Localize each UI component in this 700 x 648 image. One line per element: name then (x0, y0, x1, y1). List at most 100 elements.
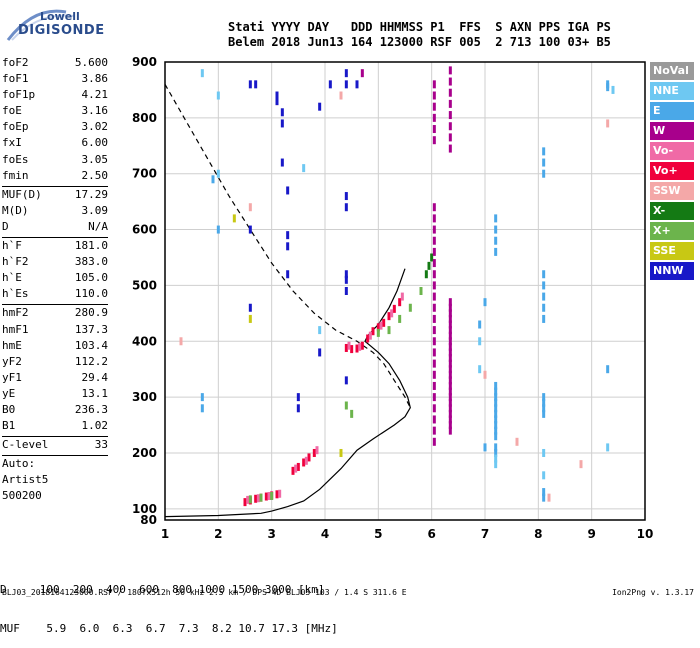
param-value: 110.0 (74, 287, 108, 301)
echo-point (432, 437, 436, 446)
legend-item: X- (650, 202, 694, 220)
echo-point (432, 426, 436, 435)
echo-point (248, 225, 252, 234)
param-label: yE (2, 386, 16, 400)
echo-point (494, 448, 498, 457)
param-group-4: hmF2 280.9 hmF1 137.3 hmE 103.4 yF2 112.2 yF… (2, 306, 108, 435)
echo-point (344, 287, 348, 295)
echo-point (483, 298, 487, 307)
param-value: N/A (88, 219, 108, 233)
echo-point (347, 341, 351, 350)
y-tick-label: 300 (132, 390, 157, 404)
digisonde-arc-icon (6, 9, 75, 41)
echo-point (542, 303, 546, 312)
legend-item: NNW (650, 262, 694, 280)
echo-point (542, 398, 546, 407)
echo-point (432, 359, 436, 368)
echo-point (448, 320, 452, 329)
echo-point (291, 466, 295, 475)
legend-item: NNE (650, 82, 694, 100)
echo-point (547, 493, 551, 502)
echo-point (448, 77, 452, 86)
echo-point (248, 80, 252, 89)
param-row: foEs 3.05 (2, 153, 108, 169)
echo-point (296, 393, 300, 402)
param-value: 181.0 (74, 239, 108, 253)
y-tick-label: 400 (132, 334, 157, 348)
param-value: 3.86 (81, 72, 109, 86)
x-tick-label: 1 (161, 527, 169, 541)
param-label: C-level (2, 438, 49, 452)
param-row: M(D) 3.09 (2, 204, 108, 220)
param-divider (2, 237, 108, 239)
echo-point (542, 314, 546, 323)
param-label: foEs (2, 152, 29, 166)
param-value: 3.05 (81, 152, 109, 166)
param-value: 236.3 (74, 402, 108, 416)
echo-point (606, 83, 610, 92)
header-values: Belem 2018 Jun13 164 123000 RSF 005 2 71… (228, 35, 611, 49)
echo-point (448, 99, 452, 108)
param-row: fxI 6.00 (2, 136, 108, 152)
echo-point (448, 88, 452, 97)
echo-point (350, 345, 354, 354)
echo-point (432, 214, 436, 223)
echo-point (606, 119, 610, 128)
echo-point (448, 303, 452, 312)
legend-item: Vo- (650, 142, 694, 160)
echo-point (494, 393, 498, 402)
param-label: h`Es (2, 287, 29, 301)
param-label: B0 (2, 402, 16, 416)
echo-point (432, 404, 436, 413)
x-tick-label: 10 (637, 527, 654, 541)
echo-point (448, 409, 452, 418)
logo-line1: Lowell (40, 10, 80, 23)
echo-point (432, 113, 436, 122)
echo-point (448, 298, 452, 307)
param-row: D N/A (2, 220, 108, 236)
param-row: B1 1.02 (2, 419, 108, 435)
echo-point (542, 281, 546, 290)
echo-point (448, 426, 452, 435)
echo-point (448, 421, 452, 430)
param-row: MUF(D) 17.29 (2, 188, 108, 204)
param-label: h`E (2, 271, 22, 285)
x-tick-label: 6 (427, 527, 435, 541)
param-row: foEp 3.02 (2, 120, 108, 136)
echo-point (344, 270, 348, 279)
param-row: foF1p 4.21 (2, 88, 108, 104)
echo-point (542, 393, 546, 402)
echo-point (432, 247, 436, 256)
echo-point (304, 456, 308, 465)
param-label: D (2, 219, 9, 233)
echo-point (432, 125, 436, 134)
echo-point (448, 326, 452, 335)
echo-point (318, 348, 322, 357)
echo-point (448, 348, 452, 357)
echo-point (432, 415, 436, 424)
param-row: hmF1 137.3 (2, 323, 108, 339)
echo-point (286, 242, 290, 251)
echo-point (448, 404, 452, 413)
echo-point (280, 108, 284, 117)
param-divider (2, 436, 108, 438)
param-label: fmin (2, 168, 29, 182)
x-tick-label: 2 (214, 527, 222, 541)
echo-point (432, 370, 436, 379)
echo-point (275, 490, 279, 499)
param-row: yF2 112.2 (2, 355, 108, 371)
muf-distance-row: D 100 200 400 600 800 1000 1500 3000 [km… (0, 583, 325, 596)
y-tick-label: 900 (132, 55, 157, 69)
echo-point (515, 437, 519, 446)
echo-point (494, 247, 498, 256)
echo-point (296, 404, 300, 413)
legend-item: E (650, 102, 694, 120)
legend-item: SSW (650, 182, 694, 200)
param-label: fxI (2, 136, 22, 150)
y-tick-label: 200 (132, 446, 157, 460)
echo-point (344, 343, 348, 352)
param-value: 29.4 (81, 370, 109, 384)
param-label: foE (2, 104, 22, 118)
param-label: h`F2 (2, 255, 29, 269)
echo-point (270, 491, 274, 500)
